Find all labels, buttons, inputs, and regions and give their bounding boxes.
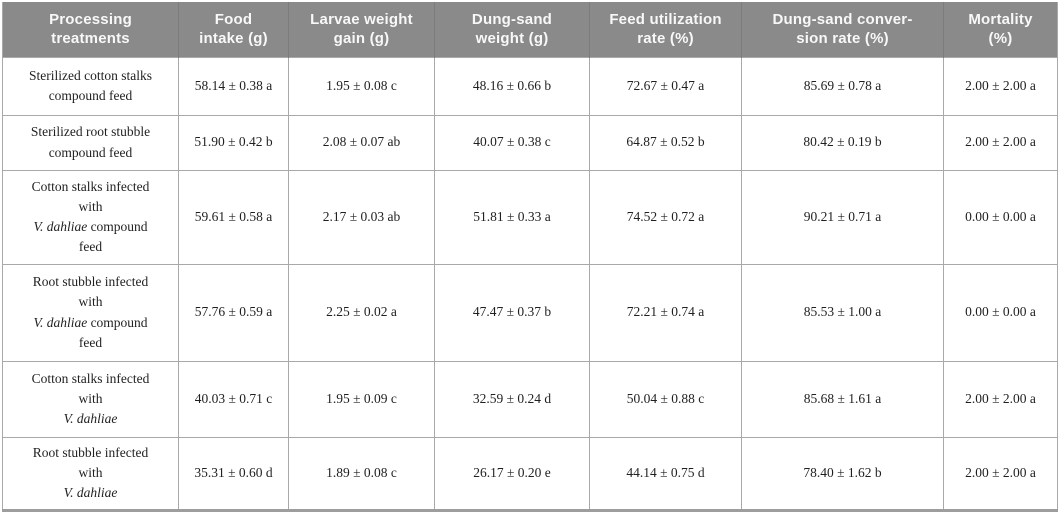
species-name: V. dahliae: [33, 314, 88, 330]
column-header-processing-treatments: Processing treatments: [2, 2, 179, 57]
species-name: V. dahliae: [33, 219, 88, 234]
value-cell-feed-utilization-rate: 64.87 ± 0.52 b: [589, 114, 742, 171]
value-cell-feed-utilization-rate: 72.67 ± 0.47 a: [589, 56, 742, 116]
value-cell-larvae-weight-gain: 1.95 ± 0.09 c: [288, 360, 435, 438]
treatment-text: feed: [78, 239, 103, 255]
treatment-cell: Cotton stalks infected with V. dahliae com…: [2, 169, 179, 265]
treatment-text: Root stubble infected: [32, 444, 149, 460]
treatment-text: with: [78, 294, 103, 310]
treatment-text: with: [78, 464, 103, 480]
value-cell-dung-sand-weight: 40.07 ± 0.38 c: [434, 114, 590, 171]
treatment-text: with: [78, 198, 103, 214]
value-cell-dung-sand-weight: 26.17 ± 0.20 e: [434, 436, 590, 511]
treatment-text: Sterilized cotton stalks: [29, 67, 152, 83]
treatment-cell: Root stubble infected with V. dahliae comp…: [2, 263, 179, 362]
column-header-food-intake: Food intake (g): [178, 2, 289, 57]
treatment-cell: Cotton stalks infected with V. dahliae: [2, 360, 179, 438]
value-cell-feed-utilization-rate: 50.04 ± 0.88 c: [589, 360, 742, 438]
treatment-text: compound: [87, 314, 148, 330]
column-header-larvae-weight-gain: Larvae weight gain (g): [288, 2, 435, 57]
value-cell-mortality: 2.00 ± 2.00 a: [943, 56, 1058, 116]
value-cell-mortality: 2.00 ± 2.00 a: [943, 436, 1058, 511]
table-header: Processing treatments Food intake (g) Larvae…: [2, 2, 1058, 57]
value-cell-feed-utilization-rate: 74.52 ± 0.72 a: [589, 169, 742, 265]
column-header-dung-sand-weight: Dung-sand weight (g): [434, 2, 590, 57]
table-row: Root stubble infected with V. dahliae comp…: [2, 263, 1058, 362]
value-cell-food-intake: 59.61 ± 0.58 a: [178, 169, 289, 265]
treatment-text: with: [78, 390, 103, 406]
column-header-feed-utilization-rate: Feed utilization rate (%): [589, 2, 742, 57]
treatment-cell: Sterilized root stubble compound feed: [2, 114, 179, 171]
value-cell-food-intake: 40.03 ± 0.71 c: [178, 360, 289, 438]
value-cell-mortality: 2.00 ± 2.00 a: [943, 360, 1058, 438]
value-cell-mortality: 0.00 ± 0.00 a: [943, 169, 1058, 265]
treatment-cell: Root stubble infected with V. dahliae: [2, 436, 179, 511]
treatment-text: feed: [78, 334, 103, 350]
value-cell-larvae-weight-gain: 2.17 ± 0.03 ab: [288, 169, 435, 265]
value-cell-mortality: 0.00 ± 0.00 a: [943, 263, 1058, 362]
value-cell-food-intake: 51.90 ± 0.42 b: [178, 114, 289, 171]
value-cell-dung-sand-weight: 51.81 ± 0.33 a: [434, 169, 590, 265]
treatment-text: compound: [87, 219, 148, 234]
table-row: Cotton stalks infected with V. dahliae 40.0…: [2, 360, 1058, 438]
treatment-text: Root stubble infected: [32, 274, 149, 289]
column-header-mortality: Mortality (%): [943, 2, 1058, 57]
value-cell-mortality: 2.00 ± 2.00 a: [943, 114, 1058, 171]
value-cell-food-intake: 35.31 ± 0.60 d: [178, 436, 289, 511]
column-header-dung-sand-conversion-rate: Dung-sand conver-sion rate (%): [741, 2, 944, 57]
table-row: Sterilized root stubble compound feed 51.9…: [2, 114, 1058, 171]
value-cell-larvae-weight-gain: 2.25 ± 0.02 a: [288, 263, 435, 362]
value-cell-food-intake: 57.76 ± 0.59 a: [178, 263, 289, 362]
treatment-text: Cotton stalks infected: [31, 370, 150, 386]
value-cell-feed-utilization-rate: 72.21 ± 0.74 a: [589, 263, 742, 362]
value-cell-larvae-weight-gain: 1.95 ± 0.08 c: [288, 56, 435, 116]
value-cell-dung-sand-weight: 32.59 ± 0.24 d: [434, 360, 590, 438]
value-cell-food-intake: 58.14 ± 0.38 a: [178, 56, 289, 116]
treatment-text: Cotton stalks infected: [31, 178, 150, 194]
table-row: Cotton stalks infected with V. dahliae com…: [2, 169, 1058, 265]
header-row: Processing treatments Food intake (g) Larvae…: [2, 2, 1058, 57]
value-cell-dung-sand-conversion-rate: 78.40 ± 1.62 b: [741, 436, 944, 511]
species-name: V. dahliae: [63, 485, 118, 501]
value-cell-dung-sand-conversion-rate: 90.21 ± 0.71 a: [741, 169, 944, 265]
species-name: V. dahliae: [63, 411, 118, 427]
value-cell-dung-sand-weight: 47.47 ± 0.37 b: [434, 263, 590, 362]
table-body: Sterilized cotton stalks compound feed 58.…: [2, 56, 1058, 511]
treatment-text: compound feed: [48, 144, 133, 160]
table-row: Root stubble infected with V. dahliae 35.31…: [2, 436, 1058, 511]
value-cell-dung-sand-weight: 48.16 ± 0.66 b: [434, 56, 590, 116]
value-cell-dung-sand-conversion-rate: 85.69 ± 0.78 a: [741, 56, 944, 116]
value-cell-dung-sand-conversion-rate: 80.42 ± 0.19 b: [741, 114, 944, 171]
value-cell-dung-sand-conversion-rate: 85.68 ± 1.61 a: [741, 360, 944, 438]
value-cell-dung-sand-conversion-rate: 85.53 ± 1.00 a: [741, 263, 944, 362]
treatment-cell: Sterilized cotton stalks compound feed: [2, 56, 179, 116]
treatment-text: compound feed: [48, 88, 133, 103]
value-cell-feed-utilization-rate: 44.14 ± 0.75 d: [589, 436, 742, 511]
value-cell-larvae-weight-gain: 2.08 ± 0.07 ab: [288, 114, 435, 171]
table-row: Sterilized cotton stalks compound feed 58.…: [2, 56, 1058, 116]
value-cell-larvae-weight-gain: 1.89 ± 0.08 c: [288, 436, 435, 511]
treatment-text: Sterilized root stubble: [30, 124, 151, 140]
